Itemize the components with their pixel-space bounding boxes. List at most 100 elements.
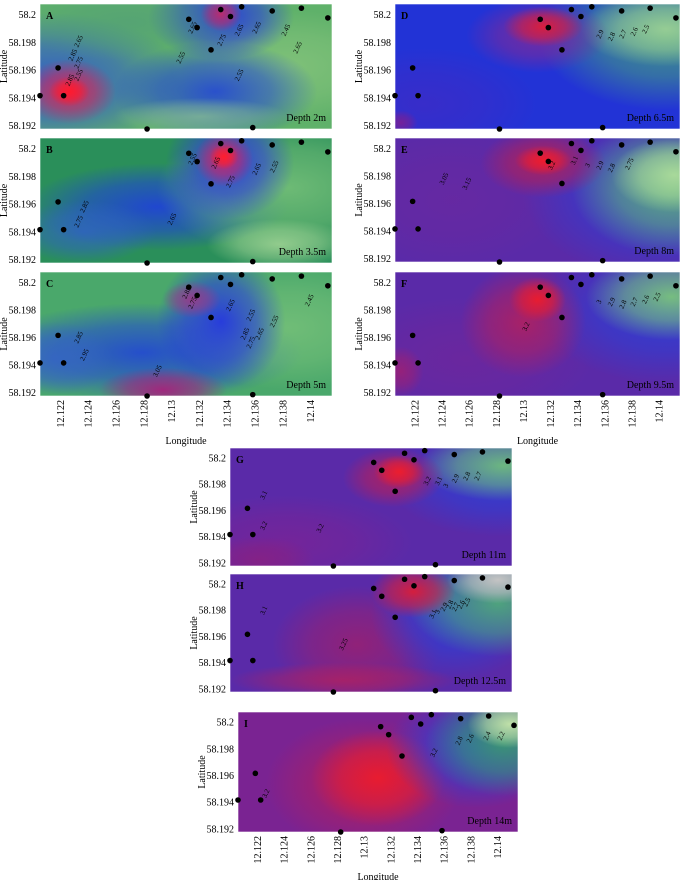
panel-field: 3.13.253.132.92.82.72.62.5: [230, 574, 512, 692]
station-marker: [392, 488, 398, 495]
y-tick-label: 58.2: [19, 10, 37, 21]
y-tick-label: 58.2: [19, 278, 37, 289]
y-tick-label: 58.196: [9, 333, 37, 344]
y-axis-label: Latitude: [0, 317, 10, 351]
contour-label: 2.5: [461, 596, 472, 608]
station-marker: [392, 614, 398, 621]
color-blob: [98, 367, 227, 396]
y-tick-label: 58.196: [199, 632, 227, 643]
station-marker: [618, 142, 625, 148]
y-tick-label: 58.2: [374, 10, 392, 21]
station-marker: [505, 458, 511, 464]
contour-label: 2.7: [618, 28, 629, 40]
station-marker: [421, 447, 428, 454]
station-marker: [269, 142, 276, 148]
y-tick-label: 58.198: [364, 172, 392, 183]
y-tick-label: 58.196: [9, 200, 37, 211]
panel-C: 2.852.953.052.852.75 2.652.552.452.852.75…: [37, 271, 333, 399]
contour-label: 3.1: [569, 154, 580, 166]
panel-letter: H: [236, 581, 244, 592]
station-marker: [588, 271, 595, 278]
y-axis-label: Latitude: [189, 490, 200, 524]
station-marker: [401, 450, 408, 457]
depth-label: Depth 5m: [286, 380, 326, 391]
y-tick-label: 58.2: [374, 278, 392, 289]
station-marker: [568, 274, 575, 281]
depth-label: Depth 6.5m: [627, 113, 674, 124]
x-axis-label: Longitude: [165, 436, 207, 447]
y-tick-label: 58.192: [364, 388, 392, 399]
contour-label: 3: [433, 608, 442, 615]
y-tick-label: 58.196: [199, 506, 227, 517]
station-marker: [217, 140, 224, 147]
y-tick-label: 58.192: [199, 684, 227, 695]
panel-frame: [39, 137, 333, 264]
station-marker: [325, 282, 331, 289]
color-blob: [40, 200, 157, 263]
x-tick-label: 12.126: [111, 400, 122, 428]
station-marker: [227, 13, 234, 20]
station-marker: [378, 593, 385, 600]
panel-I: 3.2 3.2 2.8 2.6 2.4 2.2 I Depth 14m: [235, 711, 519, 835]
y-tick-label: 58.198: [207, 744, 235, 755]
panel-H: 3.13.253.132.92.82.72.62.5H Depth 12.5m: [227, 573, 513, 695]
color-blob: [395, 110, 418, 129]
station-marker: [411, 457, 417, 463]
station-marker: [238, 3, 245, 10]
x-tick-label: 12.122: [410, 400, 421, 428]
color-blob: [580, 4, 680, 67]
contour-label: 2.6: [465, 732, 476, 744]
station-marker: [377, 723, 384, 730]
y-tick-label: 58.2: [374, 144, 392, 155]
station-marker: [537, 16, 544, 23]
color-blob: [373, 455, 425, 489]
y-tick-label: 58.192: [364, 121, 392, 132]
color-blob: [447, 574, 512, 604]
contour-label: 3: [583, 162, 592, 169]
contour-label: 2.4: [482, 730, 493, 742]
y-tick-label: 58.192: [364, 254, 392, 265]
station-marker: [451, 577, 458, 584]
color-blob: [40, 4, 245, 61]
contour-label: 3.1: [433, 475, 444, 487]
panel-frame: [394, 137, 681, 263]
x-tick-label: 12.138: [466, 836, 477, 864]
station-marker: [545, 24, 552, 31]
y-tick-label: 58.194: [199, 658, 227, 669]
contour-label: 2.9: [606, 296, 617, 308]
station-marker: [37, 92, 43, 99]
station-marker: [673, 15, 679, 21]
panel-frame: [394, 3, 681, 130]
y-tick-label: 58.192: [9, 388, 37, 399]
y-axis-label: Latitude: [0, 49, 10, 83]
y-tick-label: 58.2: [209, 579, 227, 590]
contour-label: 2.9: [450, 472, 461, 484]
contour-label: 2.8: [461, 470, 472, 482]
station-marker: [194, 292, 200, 299]
x-tick-label: 12.134: [413, 836, 424, 864]
y-tick-label: 58.198: [364, 306, 392, 317]
panel-letter: D: [401, 11, 408, 22]
contour-label: 2.5: [640, 23, 651, 35]
contour-label: 2.5: [652, 291, 663, 303]
x-tick-label: 12.14: [493, 836, 504, 859]
panel-field: 3.2 3 2.9 2.8 2.7 2.6 2.5: [395, 272, 680, 396]
x-tick-label: 12.134: [573, 400, 584, 428]
y-tick-label: 58.2: [209, 453, 227, 464]
contour-label: 2.7: [473, 470, 484, 482]
y-tick-label: 58.196: [364, 199, 392, 210]
station-marker: [408, 714, 415, 721]
y-tick-label: 58.194: [9, 227, 37, 238]
contour-label: 3.2: [521, 321, 532, 333]
station-marker: [673, 148, 679, 155]
panels-layer: 2.652.752.552.852.852.652.752.65 2.652.55…: [37, 3, 681, 835]
panel-A: 2.652.752.552.852.852.652.752.65 2.652.55…: [37, 3, 333, 132]
y-tick-label: 58.194: [9, 93, 37, 104]
contour-label: 3.2: [261, 787, 272, 799]
station-marker: [559, 180, 565, 187]
panel-field: 2.852.75 2.652.55 2.652.752.65 2.55: [40, 138, 332, 263]
x-tick-label: 12.14: [306, 400, 317, 423]
